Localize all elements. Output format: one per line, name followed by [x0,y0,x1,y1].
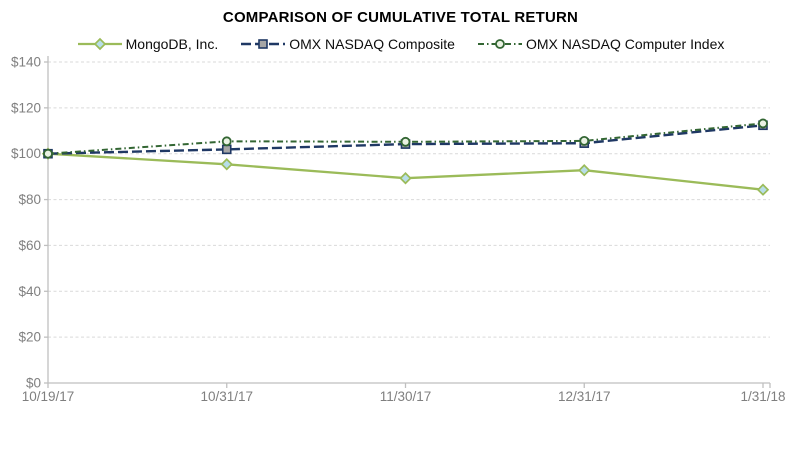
green-dashdot-line-circle-marker-icon [477,39,522,49]
svg-text:$0: $0 [26,376,41,391]
legend-label-nasdaq-computer: OMX NASDAQ Computer Index [525,36,725,52]
green-line-diamond-marker-icon [77,37,122,51]
svg-text:12/31/17: 12/31/17 [558,389,611,404]
legend-label-mongodb: MongoDB, Inc. [125,36,219,52]
svg-text:10/19/17: 10/19/17 [22,389,75,404]
svg-text:$20: $20 [18,330,41,345]
legend-item-nasdaq-composite: OMX NASDAQ Composite [240,36,455,52]
svg-text:$120: $120 [11,100,41,115]
navy-dashed-line-square-marker-icon [241,39,286,49]
svg-text:11/30/17: 11/30/17 [380,389,432,404]
svg-text:10/31/17: 10/31/17 [200,389,253,404]
legend-label-nasdaq-composite: OMX NASDAQ Composite [289,36,455,52]
svg-text:1/31/18: 1/31/18 [740,389,785,404]
svg-text:$80: $80 [18,192,41,207]
svg-text:$60: $60 [18,238,41,253]
svg-text:$40: $40 [18,284,41,299]
chart-legend: MongoDB, Inc. OMX NASDAQ Composite OMX N… [0,36,801,52]
svg-text:$140: $140 [11,55,41,70]
legend-item-nasdaq-computer: OMX NASDAQ Computer Index [477,36,724,52]
legend-item-mongodb: MongoDB, Inc. [77,36,219,52]
chart-title: COMPARISON OF CUMULATIVE TOTAL RETURN [222,9,579,26]
svg-text:$100: $100 [11,146,41,161]
